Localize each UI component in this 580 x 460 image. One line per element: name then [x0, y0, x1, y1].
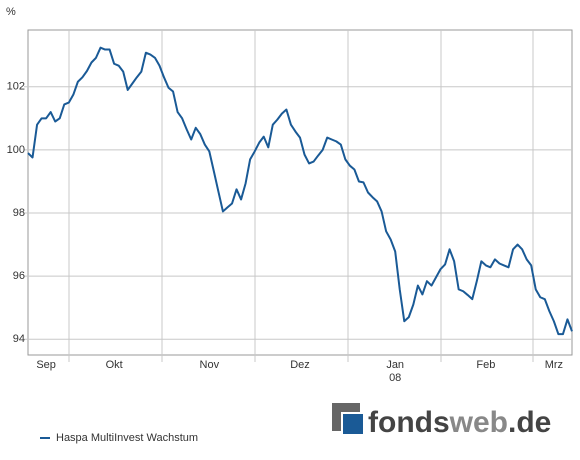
- x-tick-label: Dez: [290, 359, 310, 371]
- x-year-label: 08: [389, 372, 401, 384]
- x-tick-label: Mrz: [545, 359, 563, 371]
- y-tick-label: 96: [13, 270, 25, 282]
- plot-area: [27, 29, 573, 356]
- logo-text: fondsweb.de: [368, 406, 551, 439]
- logo-part: web: [449, 406, 508, 439]
- y-tick-label: 94: [13, 333, 25, 345]
- y-unit: %: [6, 6, 16, 18]
- x-tick-label: Sep: [36, 359, 56, 371]
- series-line: [27, 46, 573, 336]
- logo-box-inner: [341, 412, 365, 436]
- y-tick-label: 100: [7, 144, 25, 156]
- logo-part: .de: [508, 406, 551, 439]
- month-grid: [68, 30, 534, 362]
- logo: fondsweb.de: [332, 403, 551, 439]
- x-tick-label: Feb: [476, 359, 495, 371]
- x-tick-label: Nov: [200, 359, 220, 371]
- logo-part: fonds: [368, 406, 450, 439]
- y-tick-label: 102: [7, 81, 25, 93]
- y-tick-label: 98: [13, 207, 25, 219]
- legend-label: Haspa MultiInvest Wachstum: [56, 432, 198, 444]
- x-tick-label: Jan: [386, 359, 404, 371]
- x-tick-label: Okt: [106, 359, 123, 371]
